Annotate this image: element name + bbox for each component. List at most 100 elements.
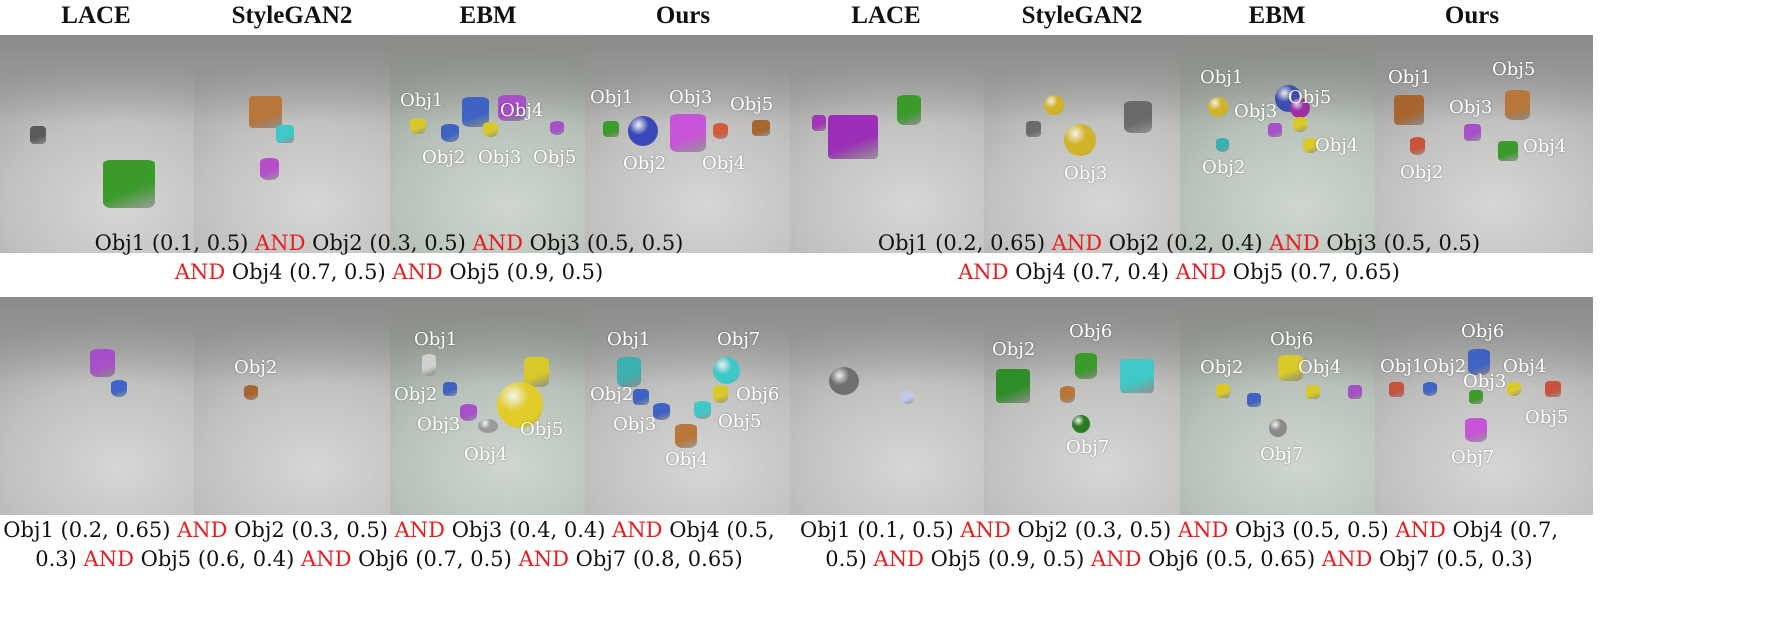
and-connector: AND bbox=[83, 547, 134, 571]
and-connector: AND bbox=[1051, 231, 1103, 255]
object-label: Obj3 bbox=[478, 147, 522, 168]
and-connector: AND bbox=[1269, 231, 1320, 255]
scene-object bbox=[653, 403, 670, 420]
object-label: Obj2 bbox=[234, 357, 278, 378]
object-label: Obj1 bbox=[1200, 67, 1244, 88]
scene-object bbox=[713, 385, 728, 403]
column-header-stylegan2: StyleGAN2 bbox=[231, 2, 353, 29]
and-connector: AND bbox=[472, 231, 523, 255]
scene-object bbox=[675, 424, 697, 448]
constraint-text: Obj2 (0.3, 0.5) bbox=[312, 231, 466, 255]
caption-top-left: Obj1 (0.1, 0.5) AND Obj2 (0.3, 0.5) AND … bbox=[0, 229, 778, 287]
and-connector: AND bbox=[958, 260, 1009, 284]
object-label: Obj4 bbox=[1503, 356, 1547, 377]
scene-object bbox=[460, 404, 477, 421]
scene-object bbox=[1306, 385, 1320, 399]
object-label: Obj5 bbox=[1492, 59, 1536, 80]
scene-object bbox=[1269, 419, 1287, 437]
constraint-text: Obj1 (0.1, 0.5) bbox=[799, 518, 954, 542]
object-label: Obj4 bbox=[1298, 357, 1342, 378]
scene-object bbox=[1468, 349, 1490, 375]
scene-object bbox=[628, 116, 658, 146]
caption-line-1: Obj1 (0.1, 0.5) AND Obj2 (0.3, 0.5) AND … bbox=[0, 229, 778, 258]
scene-object bbox=[617, 357, 641, 387]
and-connector: AND bbox=[301, 547, 352, 571]
and-connector: AND bbox=[518, 547, 569, 571]
object-label: Obj5 bbox=[718, 411, 762, 432]
constraint-text: Obj2 (0.3, 0.5) bbox=[234, 518, 388, 542]
object-label: Obj5 bbox=[1288, 87, 1332, 108]
object-label: Obj2 bbox=[394, 384, 438, 405]
column-header-ebm: EBM bbox=[1248, 2, 1306, 29]
scene-object bbox=[1348, 385, 1362, 399]
scene-object bbox=[1064, 124, 1096, 156]
panel-stylegan2-row2-right: Obj2 Obj6 Obj7 bbox=[984, 297, 1202, 515]
object-label: Obj4 bbox=[1523, 136, 1567, 157]
scene-object bbox=[1507, 382, 1521, 396]
constraint-text: Obj3 (0.5, 0.5) bbox=[1235, 518, 1389, 542]
caption-top-right: Obj1 (0.2, 0.65) AND Obj2 (0.2, 0.4) AND… bbox=[790, 229, 1568, 287]
scene-object bbox=[1410, 137, 1425, 155]
and-connector: AND bbox=[174, 260, 226, 284]
scene-object bbox=[1303, 138, 1318, 153]
object-label: Obj3 bbox=[1234, 101, 1278, 122]
constraint-text: 0.3) bbox=[35, 547, 77, 571]
and-connector: AND bbox=[1177, 518, 1229, 542]
object-label: Obj3 bbox=[1463, 371, 1507, 392]
constraint-text: Obj5 (0.7, 0.65) bbox=[1232, 260, 1400, 284]
scene-object bbox=[111, 380, 127, 397]
and-connector: AND bbox=[1175, 260, 1227, 284]
scene-object bbox=[996, 369, 1030, 403]
panel-ours-row1-right: Obj1 Obj5 Obj3 Obj4 Obj2 bbox=[1375, 35, 1593, 253]
object-label: Obj4 bbox=[500, 100, 544, 121]
object-label: Obj3 bbox=[1449, 97, 1493, 118]
caption-line-1: Obj1 (0.2, 0.65) AND Obj2 (0.3, 0.5) AND… bbox=[0, 516, 778, 545]
panel-ours-row1-left: Obj1 Obj3 Obj5 Obj2 Obj4 bbox=[585, 35, 803, 253]
scene-object bbox=[1216, 138, 1229, 152]
scene-object bbox=[103, 160, 155, 208]
object-label: Obj3 bbox=[669, 87, 713, 108]
object-label: Obj2 bbox=[590, 384, 634, 405]
scene-object bbox=[603, 121, 619, 137]
scene-object bbox=[550, 121, 564, 135]
panel-stylegan2-row1-left bbox=[194, 35, 412, 253]
object-label: Obj1 bbox=[1388, 67, 1432, 88]
object-label: Obj6 bbox=[736, 384, 780, 405]
panel-ours-row2-left: Obj1 Obj7 Obj2 Obj6 Obj3 Obj5 Obj4 bbox=[585, 297, 803, 515]
caption-line-1: Obj1 (0.1, 0.5) AND Obj2 (0.3, 0.5) AND … bbox=[790, 516, 1568, 545]
scene-object bbox=[812, 115, 826, 131]
object-label: Obj5 bbox=[1525, 407, 1569, 428]
constraint-text: 0.5) bbox=[825, 547, 867, 571]
scene-object bbox=[1060, 386, 1075, 403]
scene-object bbox=[478, 419, 498, 433]
scene-object bbox=[443, 382, 457, 396]
caption-line-1: Obj1 (0.2, 0.65) AND Obj2 (0.2, 0.4) AND… bbox=[790, 229, 1568, 258]
scene-object bbox=[1278, 355, 1303, 381]
object-label: Obj2 bbox=[623, 153, 667, 174]
column-header-lace: LACE bbox=[851, 2, 921, 29]
object-label: Obj7 bbox=[1260, 444, 1304, 465]
scene-object bbox=[260, 158, 279, 180]
panel-stylegan2-row1-right: Obj3 bbox=[984, 35, 1202, 253]
constraint-text: Obj5 (0.9, 0.5) bbox=[449, 260, 604, 284]
and-connector: AND bbox=[255, 231, 306, 255]
object-label: Obj4 bbox=[665, 449, 709, 470]
panel-ebm-row2-right: Obj6 Obj2 Obj4 Obj7 bbox=[1180, 297, 1398, 515]
object-label: Obj2 bbox=[1423, 356, 1467, 377]
constraint-text: Obj2 (0.2, 0.4) bbox=[1108, 231, 1263, 255]
caption-bottom-right: Obj1 (0.1, 0.5) AND Obj2 (0.3, 0.5) AND … bbox=[790, 516, 1568, 574]
and-connector: AND bbox=[1321, 547, 1373, 571]
scene-object bbox=[752, 120, 770, 136]
panel-ebm-row2-left: Obj1 Obj2 Obj3 Obj5 Obj4 bbox=[390, 297, 608, 515]
object-label: Obj4 bbox=[464, 444, 508, 465]
scene-object bbox=[1423, 382, 1437, 396]
object-label: Obj1 bbox=[400, 90, 444, 111]
object-label: Obj7 bbox=[1066, 437, 1110, 458]
constraint-text: Obj6 (0.7, 0.5) bbox=[358, 547, 512, 571]
and-connector: AND bbox=[1091, 547, 1142, 571]
object-label: Obj7 bbox=[717, 329, 761, 350]
scene-object bbox=[713, 357, 740, 384]
scene-object bbox=[828, 115, 878, 159]
scene-object bbox=[276, 125, 294, 143]
object-label: Obj2 bbox=[1400, 162, 1444, 183]
